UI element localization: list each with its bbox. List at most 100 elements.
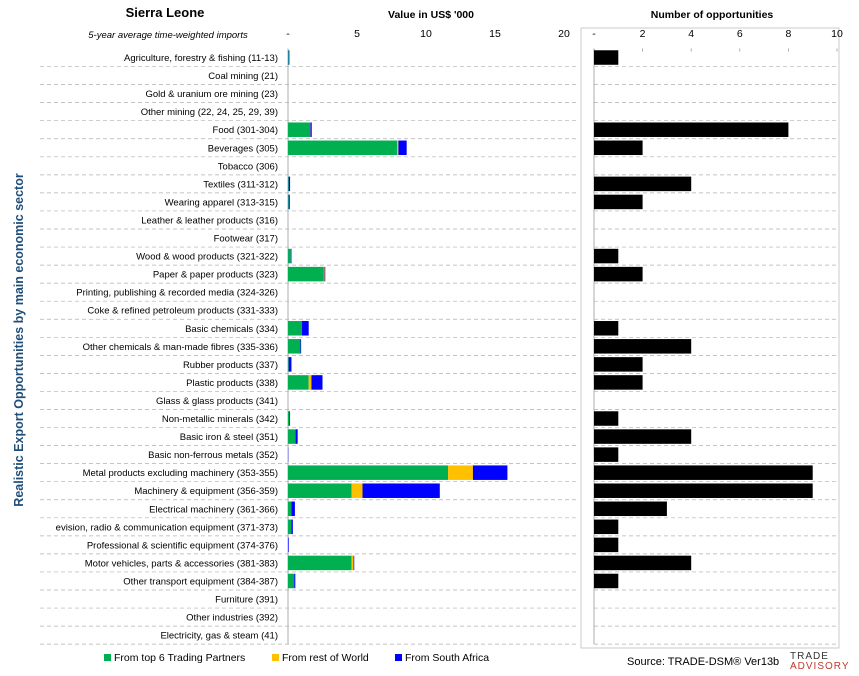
count-bar	[594, 375, 643, 390]
count-bar	[594, 248, 619, 264]
value-bar	[288, 429, 296, 444]
value-bar	[288, 357, 292, 372]
value-bar	[288, 357, 289, 372]
value-bar	[288, 519, 292, 535]
logo-line-2: ADVISORY	[790, 661, 850, 672]
category-label: Printing, publishing & recorded media (3…	[76, 288, 278, 299]
value-bar	[288, 266, 324, 282]
value-bar	[288, 483, 352, 498]
category-label: Glass & glass products (341)	[156, 396, 278, 407]
value-bar	[472, 465, 508, 480]
category-label: Rubber products (337)	[183, 360, 278, 371]
value-bar	[288, 465, 449, 480]
value-bar	[288, 321, 302, 336]
value-bar	[288, 194, 289, 210]
category-label: Food (301-304)	[213, 125, 278, 136]
category-label: Tobacco (306)	[218, 161, 278, 172]
count-bar	[594, 357, 643, 372]
count-bar	[594, 501, 667, 517]
category-label: evision, radio & communication equipment…	[56, 522, 278, 533]
value-bar	[288, 375, 309, 390]
value-bar	[288, 140, 398, 156]
category-label: Textiles (311-312)	[203, 179, 278, 190]
value-bar	[288, 122, 311, 137]
country-title: Sierra Leone	[126, 5, 205, 20]
value-bar	[288, 248, 291, 264]
category-label: Furniture (391)	[215, 595, 278, 606]
category-label: Gold & uranium ore mining (23)	[145, 89, 278, 100]
category-label: Non-metallic minerals (342)	[162, 414, 278, 425]
category-label: Professional & scientific equipment (374…	[87, 540, 278, 551]
count-chart-area: - 2 4 6 8 10	[580, 27, 843, 649]
value-bar	[288, 194, 290, 210]
value-bar	[311, 375, 323, 390]
category-label: Basic chemicals (334)	[185, 324, 278, 335]
value-bar	[289, 411, 291, 426]
value-bar	[291, 519, 293, 535]
category-label: Other transport equipment (384-387)	[123, 576, 278, 587]
value-bar	[288, 537, 289, 553]
category-label: Paper & paper products (323)	[153, 270, 278, 281]
category-label: Other chemicals & man-made fibres (335-3…	[83, 342, 278, 353]
value-bar	[295, 429, 298, 444]
value-bar	[288, 176, 291, 192]
count-bar	[594, 140, 643, 156]
value-bar	[310, 122, 312, 137]
legend-swatch-south-africa	[395, 654, 402, 661]
y-axis-label: Realistic Export Opportunities by main e…	[12, 173, 26, 507]
value-bar	[397, 140, 399, 156]
value-bar	[324, 266, 326, 282]
category-label: Electrical machinery (361-366)	[149, 504, 278, 515]
count-axis-tick-label: 2	[640, 28, 646, 40]
logo-line-1: TRADE	[790, 651, 829, 662]
value-bar	[288, 50, 290, 65]
category-label: Metal products excluding machinery (353-…	[83, 468, 278, 479]
count-bar	[594, 122, 789, 137]
count-bar	[594, 429, 692, 444]
value-bar	[301, 321, 309, 336]
count-bar	[594, 266, 643, 282]
category-label: Beverages (305)	[208, 143, 278, 154]
count-bar	[594, 50, 619, 65]
category-label: Machinery & equipment (356-359)	[134, 486, 278, 497]
value-bar	[290, 248, 292, 264]
legend-label-top6: From top 6 Trading Partners	[114, 652, 245, 664]
value-bar	[291, 501, 295, 517]
count-axis-tick-label: 4	[688, 28, 694, 40]
chart-subtitle: 5-year average time-weighted imports	[88, 30, 248, 41]
category-label: Basic iron & steel (351)	[180, 432, 278, 443]
value-bar	[288, 501, 292, 517]
count-chart-frame	[580, 27, 840, 649]
legend-label-south-africa: From South Africa	[405, 652, 489, 664]
count-bar	[594, 194, 643, 210]
category-label: Footwear (317)	[214, 234, 278, 245]
legend-swatch-top6	[104, 654, 111, 661]
category-label: Other mining (22, 24, 25, 29, 39)	[141, 107, 278, 118]
count-bar	[594, 573, 619, 589]
count-bar	[594, 411, 619, 426]
value-bar	[288, 411, 290, 426]
category-label: Leather & leather products (316)	[141, 215, 278, 226]
category-label: Basic non-ferrous metals (352)	[148, 450, 278, 461]
count-bar	[594, 555, 692, 571]
legend-swatch-rest-of-world	[272, 654, 279, 661]
count-axis-tick-label: 8	[785, 28, 791, 40]
category-label: Motor vehicles, parts & accessories (381…	[85, 558, 278, 569]
category-label: Plastic products (338)	[186, 378, 278, 389]
value-bar	[351, 483, 363, 498]
count-axis-tick-label: 6	[737, 28, 743, 40]
value-chart-area: - 5 10 15 20	[286, 28, 570, 645]
value-axis-tick-label: 20	[558, 28, 570, 40]
value-bar	[398, 140, 407, 156]
value-axis-tick-label: -	[286, 28, 290, 40]
category-label: Coal mining (21)	[208, 71, 278, 82]
value-chart-title: Value in US$ '000	[388, 9, 474, 21]
legend: From top 6 Trading Partners From rest of…	[104, 652, 489, 664]
value-bar	[294, 573, 296, 589]
category-label: Electricity, gas & steam (41)	[160, 631, 278, 642]
value-bar	[308, 375, 312, 390]
count-bar	[594, 321, 619, 336]
count-bar	[594, 465, 813, 480]
value-bar	[288, 339, 301, 354]
category-label: Agriculture, forestry & fishing (11-13)	[124, 53, 278, 64]
